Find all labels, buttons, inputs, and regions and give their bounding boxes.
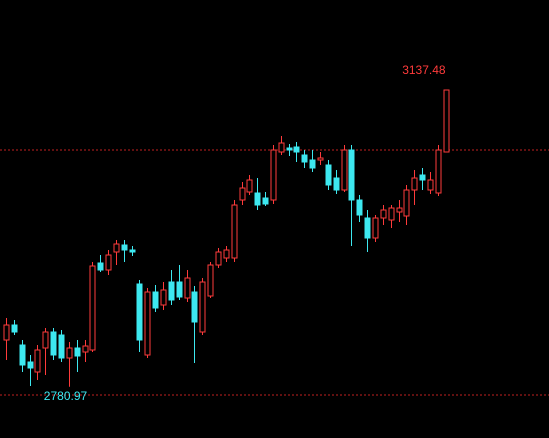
candle-body	[419, 174, 426, 181]
candle-body	[113, 243, 120, 253]
candle-body	[403, 189, 410, 217]
candle-body	[254, 192, 261, 206]
candle-body	[50, 331, 57, 356]
candle-body	[246, 179, 253, 193]
candle-body	[333, 177, 340, 191]
candle-body	[58, 334, 65, 359]
candle-body	[364, 217, 371, 239]
candle-body	[443, 89, 450, 153]
candle-body	[42, 331, 49, 349]
candle-body	[152, 291, 159, 309]
candle-body	[11, 324, 18, 333]
candle-body	[191, 291, 198, 323]
candle-body	[34, 349, 41, 373]
candle-body	[286, 147, 293, 151]
candle-body	[136, 283, 143, 341]
candle-body	[427, 179, 434, 191]
candle-body	[325, 164, 332, 186]
candle-body	[356, 199, 363, 216]
candle-body	[176, 281, 183, 298]
candle-body	[121, 244, 128, 251]
candle-body	[262, 197, 269, 205]
candle-body	[309, 159, 316, 169]
candle-body	[144, 291, 151, 356]
candle-body	[372, 217, 379, 239]
candle-body	[388, 207, 395, 221]
candle-body	[435, 149, 442, 194]
candle-body	[184, 277, 191, 299]
candle-body	[74, 347, 81, 357]
candle-body	[207, 264, 214, 297]
candle-body	[293, 146, 300, 153]
candle-body	[223, 249, 230, 259]
candle-body	[396, 207, 403, 213]
candle-body	[199, 281, 206, 333]
candle-body	[97, 262, 104, 271]
candle-body	[239, 187, 246, 201]
candle-body	[215, 251, 222, 266]
candle-body	[341, 149, 348, 191]
candle-body	[3, 324, 10, 341]
min-label: 2780.97	[44, 389, 88, 403]
candle-body	[301, 154, 308, 163]
candle-body	[270, 149, 277, 201]
candle-body	[231, 204, 238, 259]
candle-body	[160, 289, 167, 306]
candle-body	[168, 281, 175, 301]
candle-body	[129, 249, 136, 253]
candle-body	[278, 142, 285, 153]
candle-body	[317, 157, 324, 161]
candle-body	[19, 344, 26, 366]
candle-body	[82, 345, 89, 353]
candle-body	[27, 361, 34, 369]
candle-body	[105, 254, 112, 271]
candle-body	[66, 347, 73, 359]
max-label: 3137.48	[402, 63, 446, 77]
candle-body	[380, 209, 387, 219]
candle-body	[89, 265, 96, 351]
candle-body	[348, 149, 355, 201]
candle-body	[411, 177, 418, 191]
